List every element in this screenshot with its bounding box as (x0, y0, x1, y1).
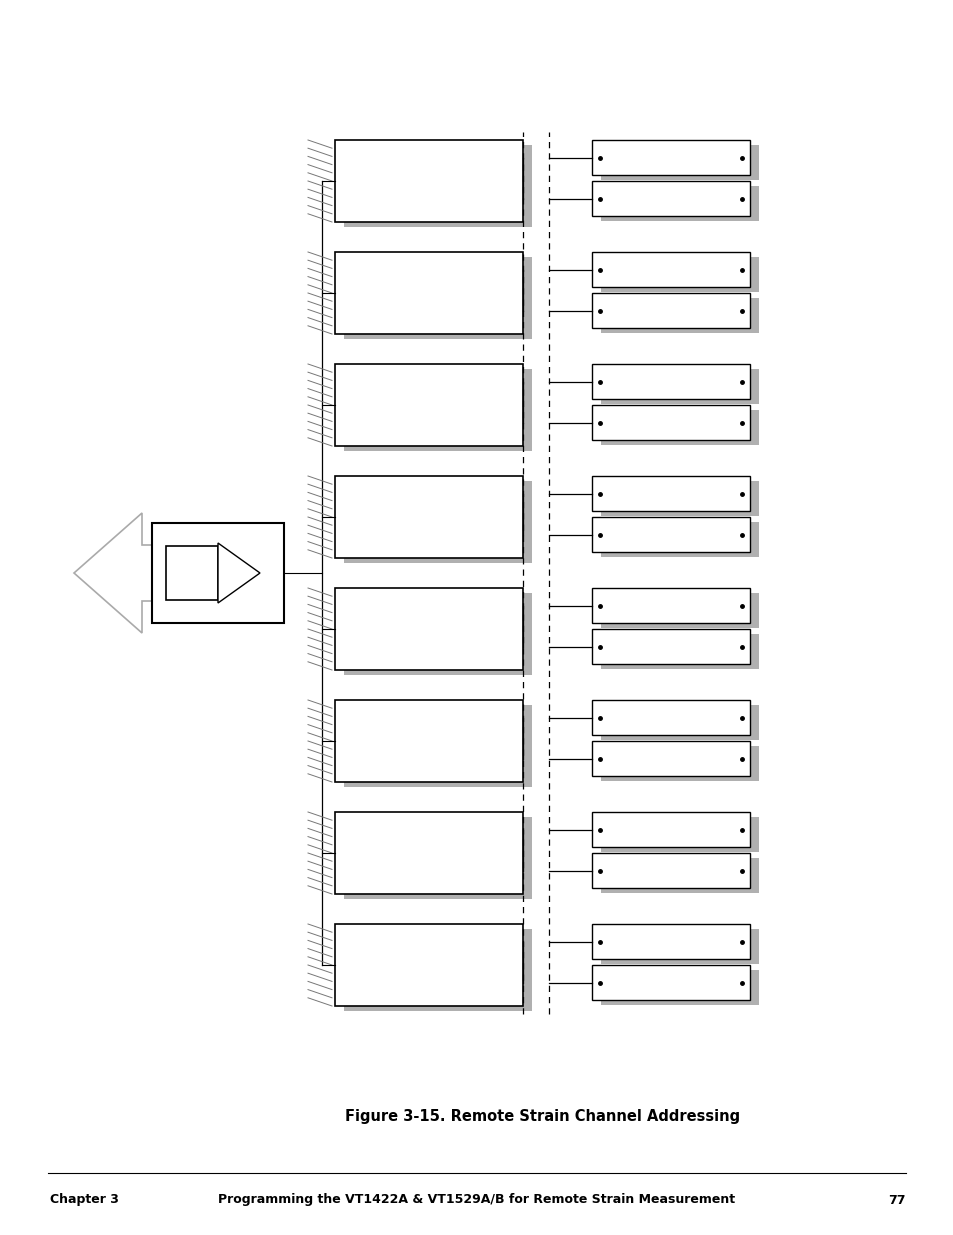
Bar (335, 588, 522, 671)
Bar (592, 924, 749, 960)
Bar (600, 369, 759, 404)
Bar (335, 475, 522, 558)
Bar (592, 140, 749, 175)
Bar (592, 364, 749, 399)
Bar (335, 811, 522, 894)
Bar (600, 522, 759, 557)
Bar (592, 182, 749, 216)
Bar (600, 480, 759, 516)
Text: 77: 77 (887, 1193, 905, 1207)
Bar (592, 811, 749, 847)
Bar (166, 546, 218, 600)
Bar (592, 588, 749, 622)
Bar (335, 700, 522, 782)
Bar (600, 593, 759, 629)
Bar (592, 965, 749, 1000)
Bar (592, 252, 749, 287)
Bar (600, 144, 759, 180)
Bar (600, 746, 759, 781)
Bar (600, 186, 759, 221)
Bar (335, 364, 522, 446)
Bar (152, 522, 284, 622)
Bar (592, 741, 749, 776)
Text: Figure 3-15. Remote Strain Channel Addressing: Figure 3-15. Remote Strain Channel Addre… (345, 1109, 740, 1125)
Bar (344, 705, 532, 787)
Text: Programming the VT1422A & VT1529A/B for Remote Strain Measurement: Programming the VT1422A & VT1529A/B for … (218, 1193, 735, 1207)
Bar (592, 293, 749, 329)
Bar (592, 700, 749, 735)
Bar (592, 405, 749, 440)
Bar (335, 924, 522, 1007)
Bar (600, 257, 759, 291)
Bar (592, 853, 749, 888)
Bar (600, 634, 759, 669)
Bar (600, 410, 759, 445)
Bar (600, 929, 759, 965)
Bar (344, 929, 532, 1011)
Polygon shape (74, 513, 152, 634)
Bar (600, 818, 759, 852)
Bar (344, 593, 532, 676)
Bar (344, 369, 532, 451)
Bar (600, 705, 759, 740)
Bar (335, 252, 522, 333)
Bar (600, 969, 759, 1005)
Bar (335, 140, 522, 222)
Bar (592, 517, 749, 552)
Bar (592, 629, 749, 664)
Text: Chapter 3: Chapter 3 (50, 1193, 119, 1207)
Bar (344, 257, 532, 338)
Bar (344, 144, 532, 227)
Bar (592, 475, 749, 511)
Bar (600, 298, 759, 333)
Bar (344, 818, 532, 899)
Polygon shape (218, 543, 260, 603)
Bar (344, 480, 532, 563)
Bar (600, 858, 759, 893)
